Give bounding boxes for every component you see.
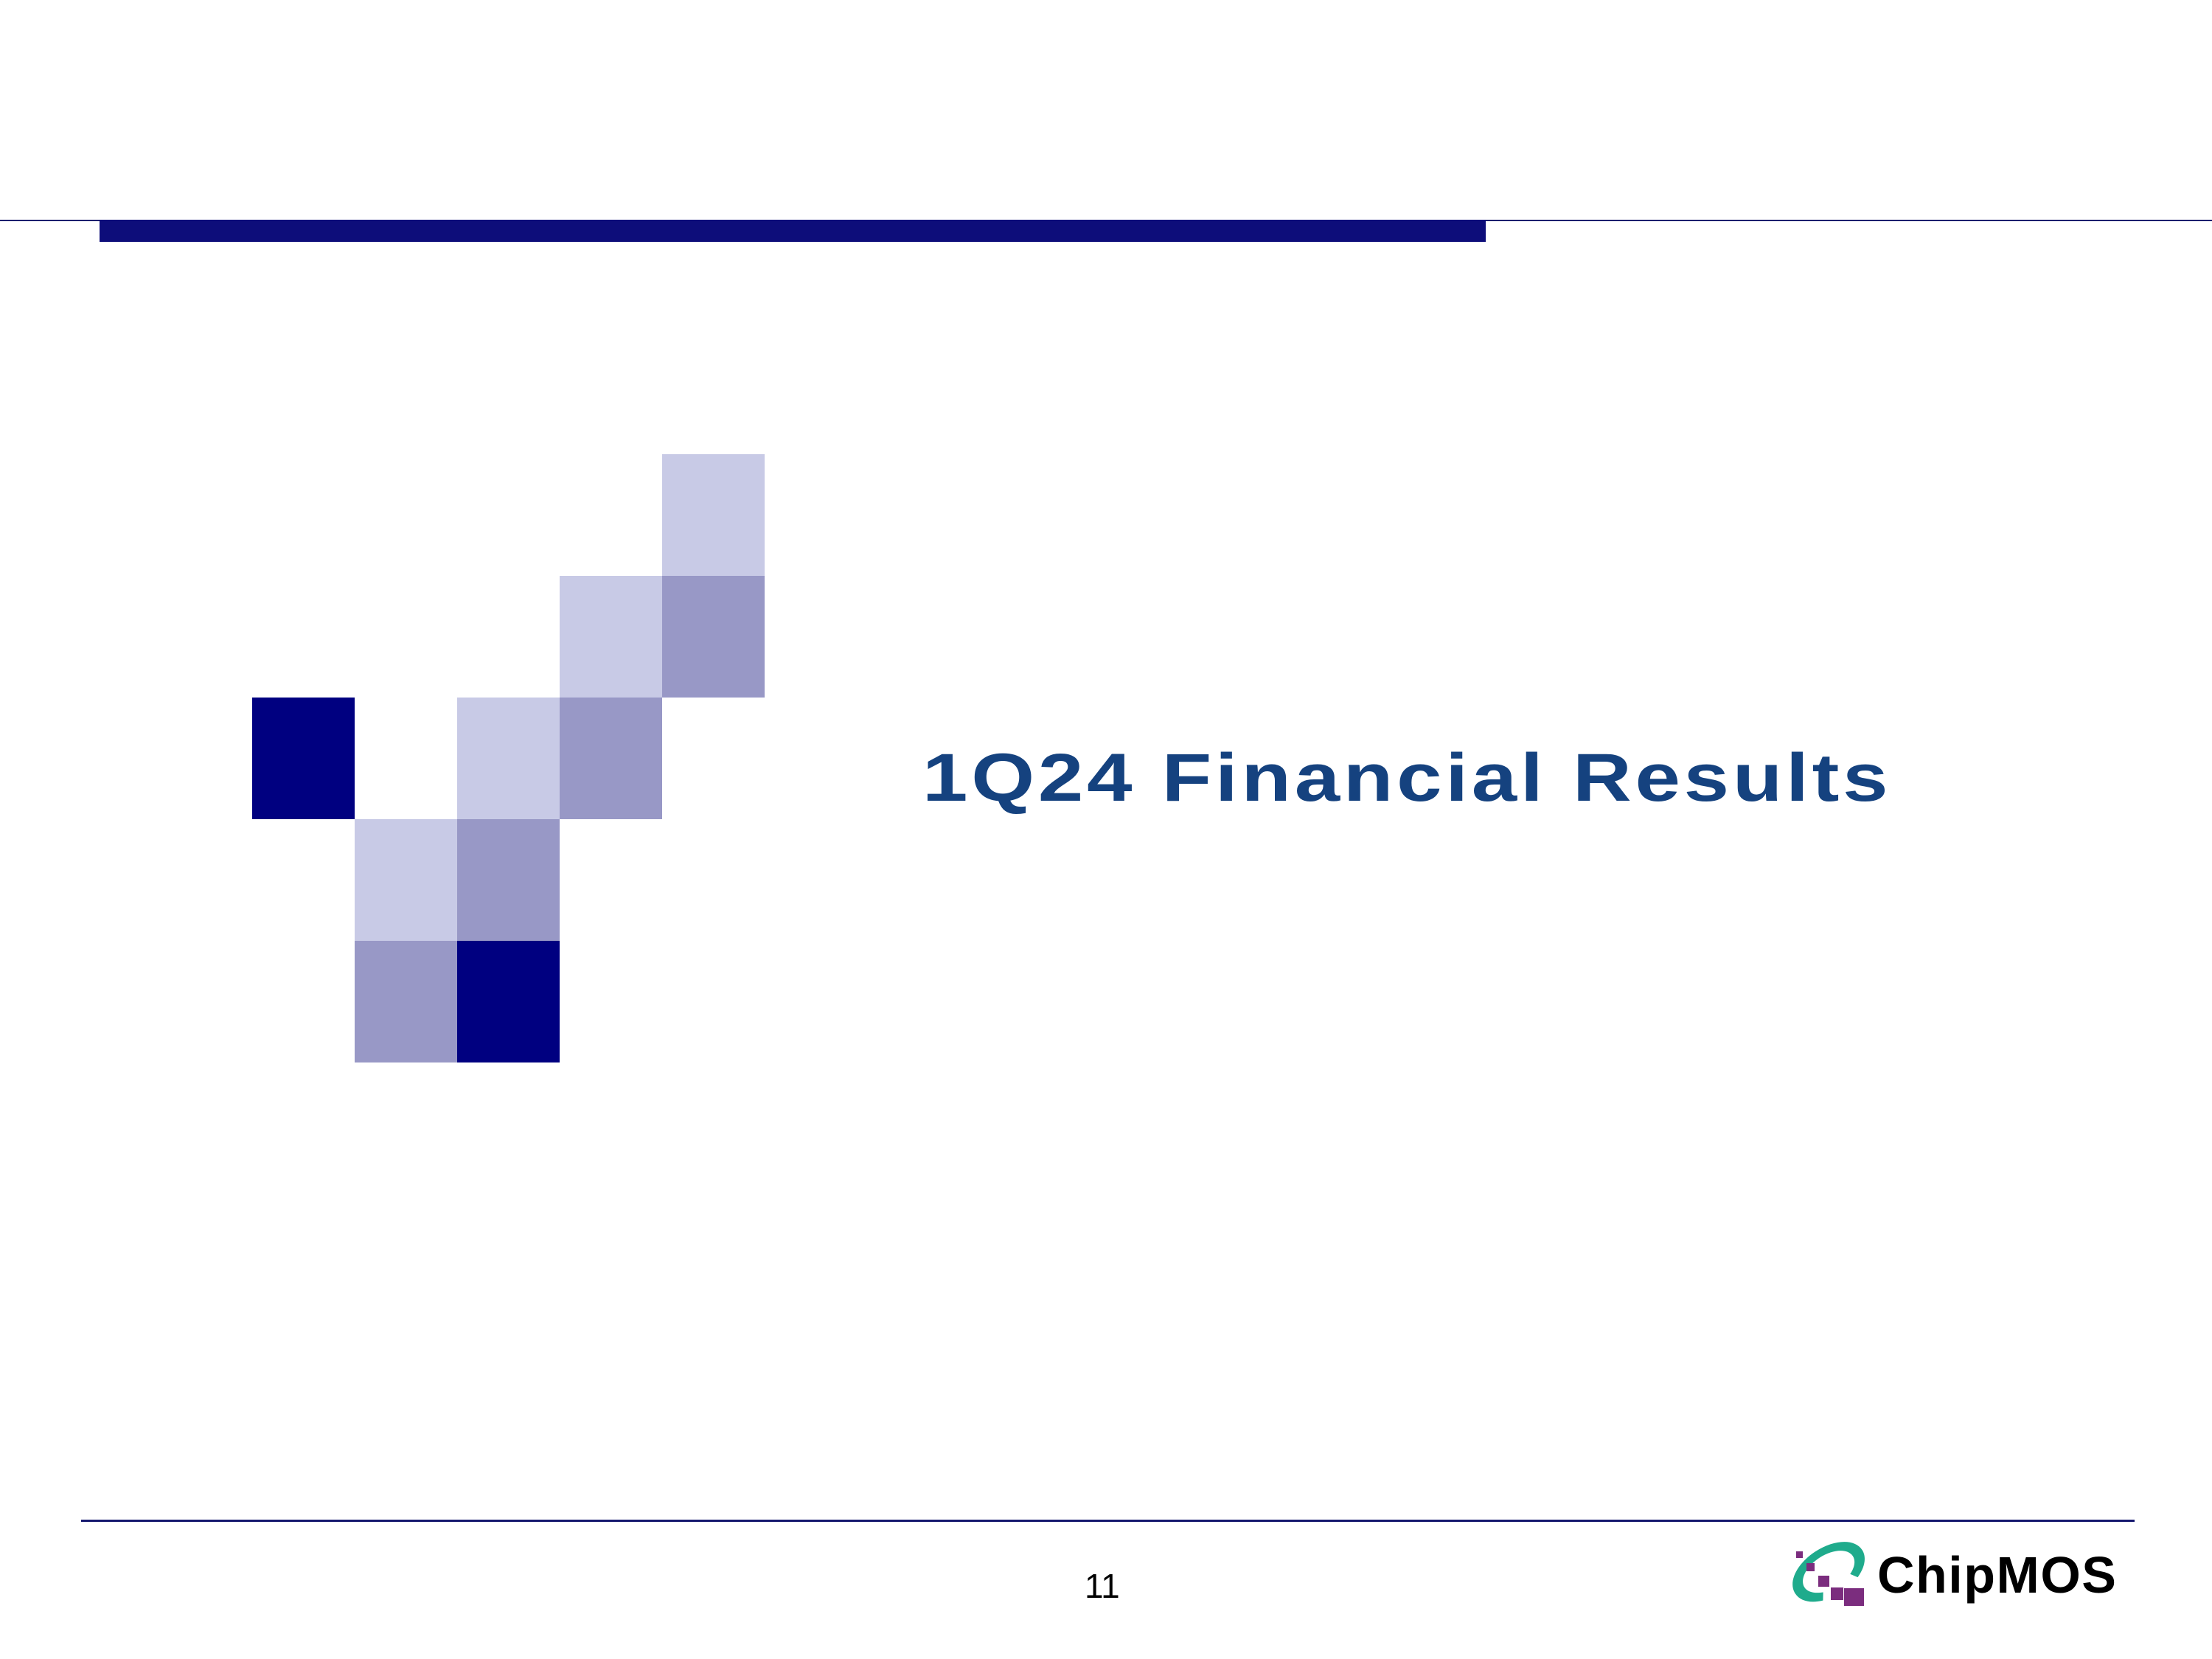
svg-text:ChipMOS: ChipMOS bbox=[1877, 1546, 2117, 1604]
